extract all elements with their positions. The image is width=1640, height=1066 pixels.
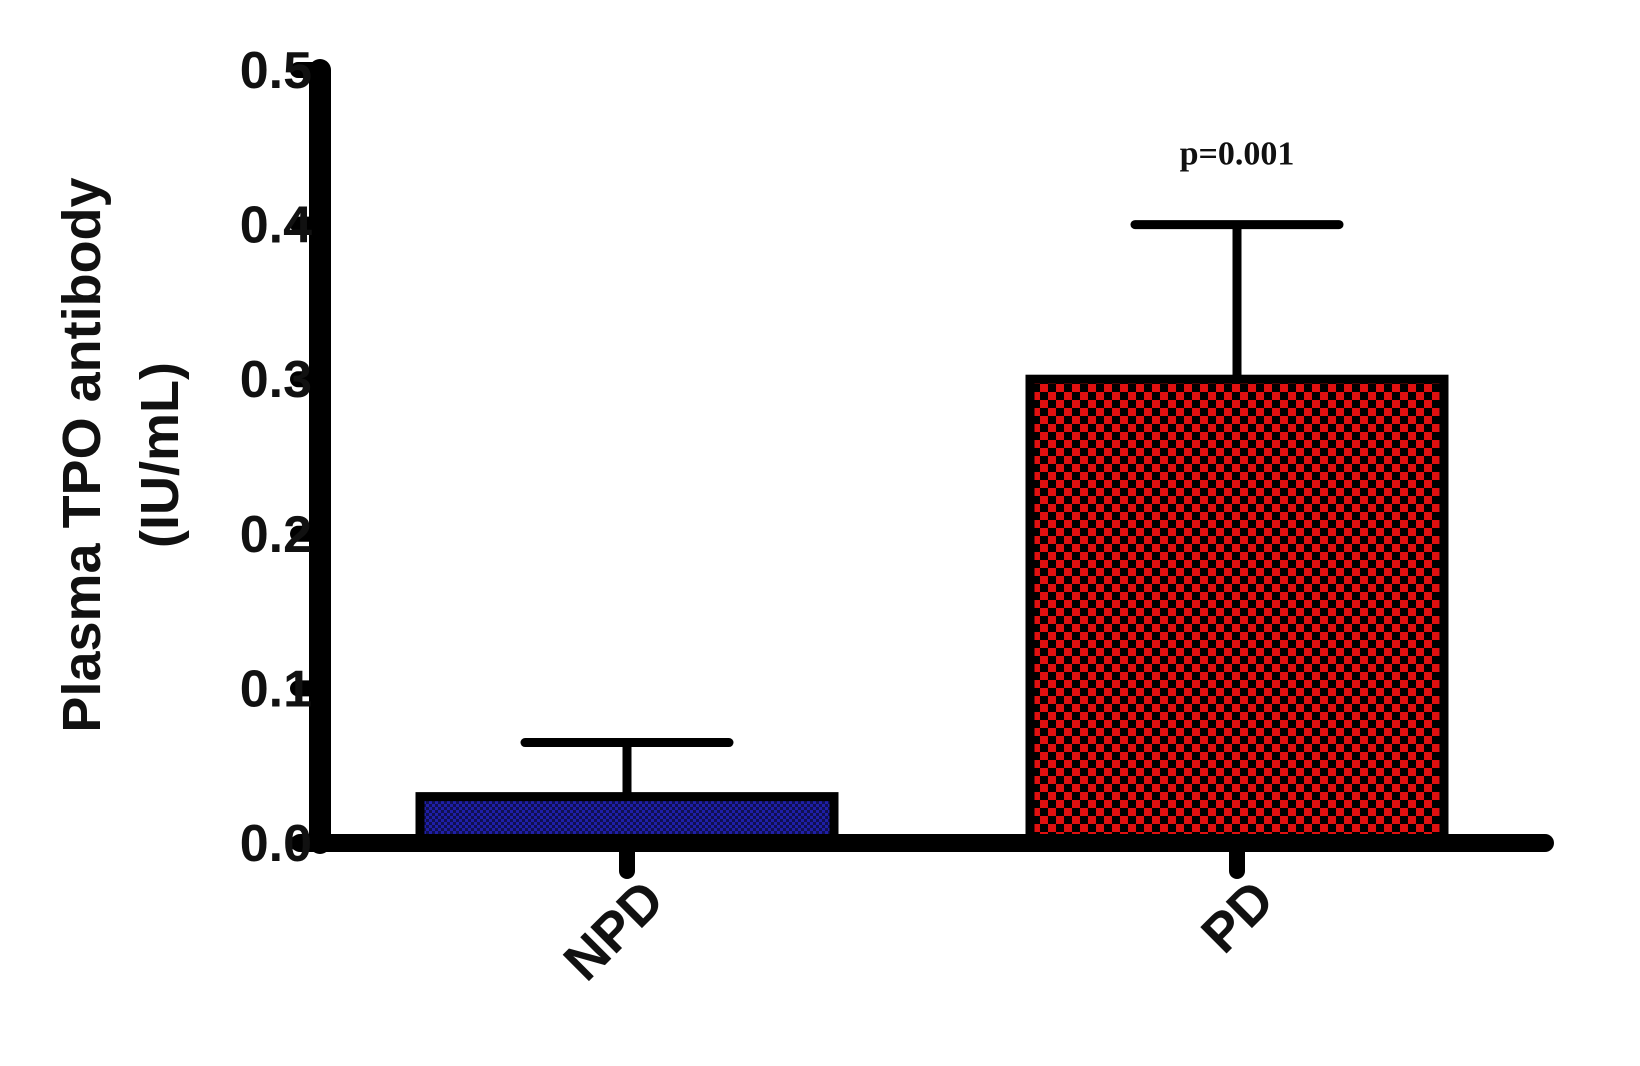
x-tick-label-pd: PD: [1190, 869, 1285, 964]
bar-pd: [1025, 374, 1449, 848]
y-tick-label: 0.4: [240, 197, 312, 255]
y-axis-label-line2: (IU/mL): [130, 362, 190, 548]
y-axis-title: Plasma TPO antibody (IU/mL): [52, 177, 190, 732]
y-tick-label: 0.3: [240, 351, 312, 409]
y-tick-label: 0.1: [240, 660, 312, 718]
y-tick-label: 0.5: [240, 42, 312, 100]
significance-annotation: p=0.001: [1180, 136, 1295, 173]
y-tick-label: 0.2: [240, 506, 312, 564]
y-axis-label-line1: Plasma TPO antibody: [52, 177, 112, 732]
x-tick-label-npd: NPD: [552, 869, 675, 992]
y-tick-label: 0.0: [240, 815, 312, 873]
